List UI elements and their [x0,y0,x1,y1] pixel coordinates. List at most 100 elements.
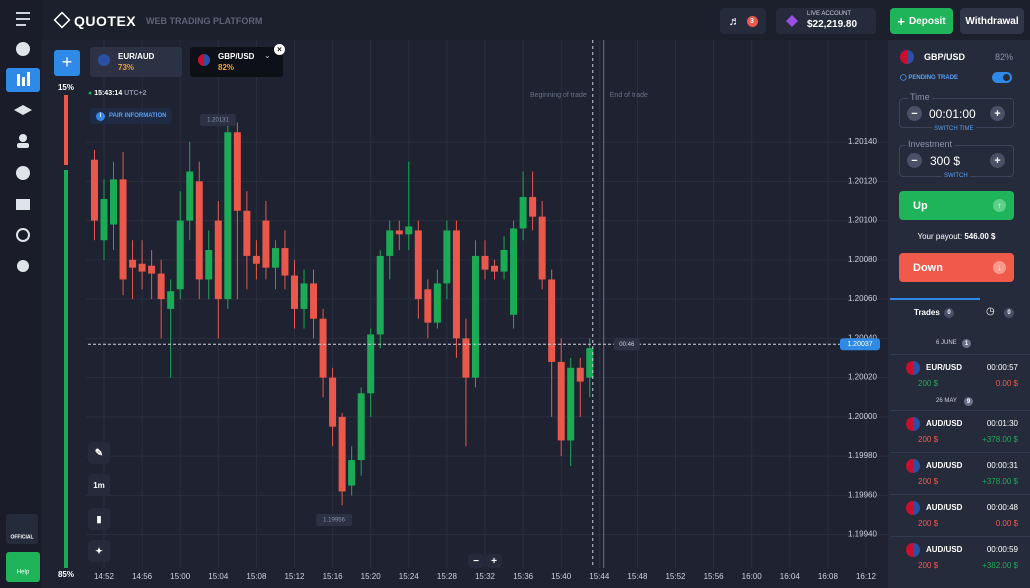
official-badge[interactable] [6,514,38,544]
candle-body [329,377,337,427]
withdrawal-button[interactable]: Withdrawal [960,8,1024,34]
candle-body [452,230,460,339]
x-tick-label: 16:12 [856,572,877,581]
payout-label: Your payout: [917,232,963,241]
trades-title[interactable]: Trades [914,308,940,317]
candle-body [386,230,394,256]
trade-result: +382.00 $ [982,561,1018,570]
sidebar-bg [0,0,42,588]
tab[interactable]: EUR/AUD 73% [90,47,182,77]
trade-result: +378.00 $ [982,477,1018,486]
end-label: End of trade [610,92,648,99]
y-tick-label: 1.20040 [848,333,877,342]
investment-value[interactable]: 300 $ [930,154,961,168]
zoom-in[interactable]: + [486,554,502,568]
candle-body [243,210,251,256]
y-tick-label: 1.20000 [848,412,877,421]
min-tag-bg [316,514,352,526]
candle-body [252,255,260,264]
account-icon [786,15,798,27]
pending-toggle[interactable] [992,72,1012,83]
plot: 14:52 14:56 15:00 15:04 15:08 15:12 15:16 15:20… [86,40,888,581]
candle-body [586,348,594,378]
trade-result: 0.00 $ [995,379,1018,388]
x-tick-label: 15:52 [665,572,686,581]
zoom-out[interactable]: − [468,554,484,568]
trade-amount: 200 $ [918,435,939,444]
trade[interactable]: AUD/USD 00:01:30 200 $ +378.00 $ [890,410,1030,450]
y-tick-label: 1.20060 [848,294,877,303]
candle-body [548,279,556,362]
investment-minus[interactable]: − [907,153,922,168]
max-tag: 1.20131 [207,118,229,124]
x-tick-label: 14:56 [132,572,153,581]
group-date: 26 MAY [936,398,957,404]
trade[interactable]: AUD/USD 00:00:31 200 $ +378.00 $ [890,452,1030,492]
candle-body [271,248,279,268]
x-tick-label: 15:20 [361,572,382,581]
trade[interactable]: AUD/USD 00:00:48 200 $ 0.00 $ [890,494,1030,534]
x-tick-label: 15:16 [323,572,344,581]
panel-payout: 82% [995,52,1014,62]
timer: 00:46 [619,342,635,348]
closed-icon[interactable]: ◷ [986,306,995,317]
group-count: 9 [964,397,973,406]
time-plus[interactable]: + [990,106,1005,121]
x-tick-label: 15:40 [551,572,572,581]
indicators[interactable]: ✦ [88,540,110,562]
trade-amount: 200 $ [918,519,939,528]
tab-close[interactable]: × [274,44,285,55]
timeframe[interactable]: 1m [88,474,110,496]
menu-icon[interactable] [16,12,30,26]
down-button[interactable]: Down ↓ [899,253,1014,282]
open-count: 0 [944,308,954,318]
candle-body [281,248,289,276]
x-tick-label: 15:36 [513,572,534,581]
x-tick-label: 15:48 [627,572,648,581]
chart-type[interactable]: ▮ [88,508,110,530]
add-tab[interactable] [54,50,80,76]
panel-pair: GBP/USD [924,52,966,62]
x-tick-label: 15:08 [246,572,267,581]
trade[interactable]: AUD/USD 00:00:59 200 $ +382.00 $ [890,536,1030,576]
trade[interactable]: EUR/USD 00:00:57 200 $ 0.00 $ [890,354,1030,394]
notifications[interactable]: ♬ 3 [720,8,766,34]
candle-body [119,179,127,280]
group-date: 6 JUNE [936,340,957,346]
candle-body [471,255,479,378]
time-value[interactable]: 00:01:00 [929,107,976,121]
candle-body [291,275,298,309]
deposit-button[interactable]: + Deposit [890,8,953,34]
account[interactable]: LIVE ACCOUNT $22,219.80 [776,8,876,34]
trade-pair: AUD/USD [926,503,963,512]
down-label: Down [913,262,943,274]
candle-body [129,259,137,268]
candle-body [100,198,108,241]
trade-pair: AUD/USD [926,461,963,470]
switch[interactable]: SWITCH [942,173,970,179]
investment-plus[interactable]: + [990,153,1005,168]
sentiment-up [64,170,68,568]
candle-body [195,181,203,280]
switch-time[interactable]: SWITCH TIME [932,126,976,132]
time-minus[interactable]: − [907,106,922,121]
min-tag: 1.19956 [323,518,345,524]
pair-info[interactable]: i PAIR INFORMATION [90,108,173,124]
pending-trade[interactable]: ◯ PENDING TRADE [900,75,959,81]
tab-active[interactable]: GBP/USD 82% ⌄ × [190,44,285,77]
begin-label: Beginning of trade [530,92,587,99]
help-button[interactable] [6,552,40,582]
investment-label: Investment [906,139,955,149]
help-label: Help [17,570,30,576]
logo: QUOTEX [74,13,137,29]
up-button[interactable]: Up ↑ [899,191,1014,220]
candle-body [176,220,184,290]
x-tick-label: 15:12 [284,572,305,581]
candle-body [90,159,98,221]
draw-tool[interactable]: ✎ [88,442,110,464]
candle-body [519,197,527,229]
candle-body [167,291,175,309]
candle-body [310,283,318,319]
nav-icons[interactable] [14,42,32,272]
tab-dropdown[interactable]: ⌄ [264,51,271,60]
